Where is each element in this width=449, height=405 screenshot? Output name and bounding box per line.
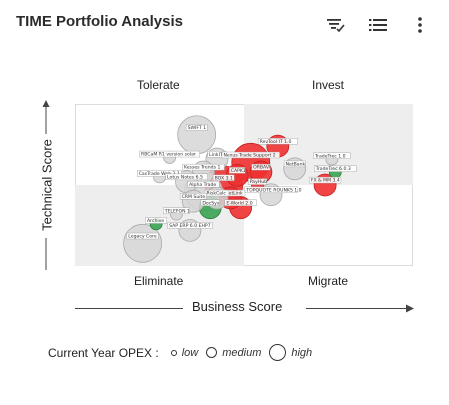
list-view-button[interactable] <box>367 14 389 36</box>
point-label-nexus-trade-support-2: Nexus Trade Support 2 <box>223 153 275 159</box>
label-box-kesses-trends-1 <box>182 163 225 171</box>
label-box-e-world-2-0 <box>224 199 257 206</box>
point-label-crm-suite: CRM Suite <box>182 194 206 200</box>
more-options-button[interactable] <box>409 14 431 36</box>
scatter-plot: SWIFT 1 RBCaM R1 version solar LinkIT Nexus… <box>75 104 413 266</box>
legend-medium-label: medium <box>222 346 262 359</box>
legend-medium-circle <box>206 347 218 358</box>
label-box-riskcalc <box>204 189 230 197</box>
x-axis-arrow <box>406 304 414 313</box>
point-label-docsys: DocSys <box>202 200 220 206</box>
quadrant-label-eliminate: Eliminate <box>134 274 184 288</box>
x-axis-line-left <box>75 308 183 309</box>
legend-low-label: low <box>181 346 199 359</box>
point-label-legacy-core: Legacy Core <box>128 234 157 240</box>
point-label-castrade-web-2-1: CasTrade Web 2.1 <box>139 171 180 177</box>
label-box-swift-1 <box>185 124 208 131</box>
point-label-topquote-rounks-1-0: TOPQUOTE ROUNKS 1.0 <box>245 187 301 193</box>
point-label-box-3-1: BOX 3.1 <box>215 175 233 181</box>
more-vertical-icon <box>418 17 422 33</box>
point-label-archive: Archive <box>147 218 164 224</box>
label-box-revtool-it-1-0 <box>257 138 298 145</box>
y-axis-label: Technical Score <box>39 139 55 231</box>
point-label-kesses-trends-1: Kesses Trends 1 <box>184 165 221 171</box>
label-box-rbcam-r1-version-solar <box>139 150 200 158</box>
label-box-archive <box>145 217 167 224</box>
point-label-linkit: LinkIT <box>209 152 223 158</box>
label-box-payhub <box>248 178 268 185</box>
x-axis-line-right <box>306 308 408 309</box>
label-box-crm-suite <box>179 193 207 200</box>
bubble-swift-1[interactable] <box>177 115 217 155</box>
point-label-orbavi: ORBAVI <box>253 165 270 171</box>
x-axis-label: Business Score <box>192 299 283 314</box>
point-label-tradetrec-6-0-3: TradeTrec 6.0.3 <box>315 166 351 172</box>
point-label-revtool-it-1-0: RevTool IT 1.0 <box>260 139 292 145</box>
legend: Current Year OPEX : low medium high <box>48 344 320 361</box>
legend-item-medium: medium <box>206 347 261 359</box>
point-label-tradetrec-1-0: TradeTrec 1.0 <box>314 153 346 159</box>
point-label-sap-erp-6-0-ehp7: SAP ERP 6.0 EHP7 <box>169 223 211 229</box>
label-box-tradetrec-6-0-3 <box>314 165 357 172</box>
point-label-fx-mm-3-4: FX & MM 3.4 <box>311 178 340 184</box>
legend-item-low: low <box>170 346 199 359</box>
legend-title: Current Year OPEX : <box>48 345 159 360</box>
legend-item-high: high <box>269 344 312 361</box>
legend-high-circle <box>269 344 287 361</box>
label-box-capk1 <box>229 167 246 174</box>
point-label-netbank: NetBank <box>286 162 306 168</box>
point-label-e-world-2-0: E-World 2.0 <box>226 200 252 206</box>
label-box-telefon-1 <box>162 207 190 214</box>
point-label-marketlink: MarketLink <box>217 191 243 197</box>
point-label-alpha-trade: Alpha Trade <box>189 182 216 188</box>
label-box-netbank <box>283 160 306 168</box>
label-box-castrade-web-2-1 <box>137 170 182 177</box>
quadrant-label-migrate: Migrate <box>308 274 349 288</box>
point-label-rbcam-r1-version-solar: RBCaM R1 version solar <box>141 152 196 158</box>
label-box-legacy-core <box>126 232 159 240</box>
point-label-capk1: CAPK1 <box>231 168 246 174</box>
label-box-tradetrec-1-0 <box>313 152 351 159</box>
quadrant-label-tolerate: Tolerate <box>137 78 180 92</box>
legend-high-label: high <box>291 346 313 359</box>
label-box-box-3-1 <box>212 174 235 181</box>
toolbar <box>325 14 431 36</box>
y-axis-decoration <box>42 100 50 270</box>
list-icon <box>369 19 387 31</box>
y-axis: Technical Score <box>36 100 58 270</box>
label-box-docsys <box>200 199 220 206</box>
label-box-orbavi <box>251 163 271 171</box>
point-label-lotus-notes-6-5: Lotus Notes 6.5 <box>167 174 203 180</box>
label-box-sap-erp-6-0-ehp7 <box>167 222 213 229</box>
point-label-payhub: PayHub <box>250 179 267 185</box>
point-label-swift-1: SWIFT 1 <box>188 125 207 131</box>
quadrant-label-invest: Invest <box>312 78 345 92</box>
label-box-nexus-trade-support-2 <box>221 151 280 159</box>
page-title: TIME Portfolio Analysis <box>16 13 183 30</box>
label-box-topquote-rounks-1-0 <box>244 186 298 194</box>
label-box-lotus-notes-6-5 <box>165 173 208 181</box>
point-label-telefon-1: TELEFON 1 <box>164 208 190 214</box>
label-box-alpha-trade <box>187 180 220 188</box>
legend-low-circle <box>170 349 177 356</box>
label-box-fx-mm-3-4 <box>309 176 342 184</box>
filter-check-icon <box>327 19 345 32</box>
point-label-riskcalc: RiskCalc <box>207 191 227 197</box>
filter-button[interactable] <box>325 14 347 36</box>
